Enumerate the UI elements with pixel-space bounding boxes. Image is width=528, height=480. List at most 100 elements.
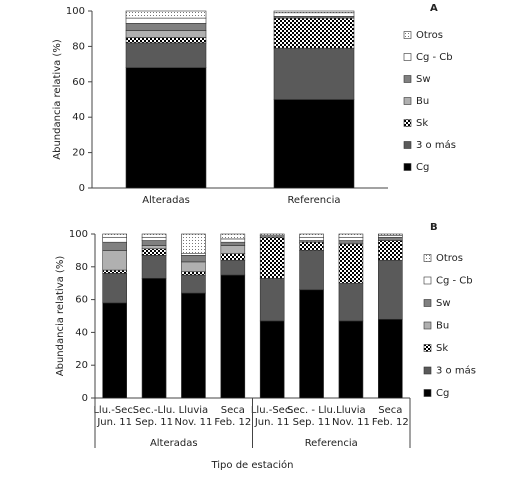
bar-segment xyxy=(102,273,127,304)
legend-label: Cg xyxy=(416,162,429,173)
bar-segment xyxy=(125,42,207,68)
x-tick-label: Feb. 12 xyxy=(214,417,251,428)
group-label: Referencia xyxy=(305,438,358,449)
y-tick-label: 20 xyxy=(72,148,85,159)
bar-segment xyxy=(273,10,355,14)
legend-label: Cg - Cb xyxy=(436,276,473,287)
y-tick-label: 0 xyxy=(82,393,88,404)
bar-segment xyxy=(125,10,207,19)
bar-segment xyxy=(181,274,206,294)
x-tick-label: Alteradas xyxy=(142,195,190,206)
bar-segment xyxy=(299,236,324,241)
bar-segment xyxy=(102,236,127,243)
bar-segment xyxy=(378,236,403,241)
bar-segment xyxy=(259,233,285,236)
bar-segment xyxy=(338,236,364,241)
bar-segment xyxy=(181,271,206,276)
bar-segment xyxy=(125,67,207,189)
legend-swatch xyxy=(403,119,412,127)
legend-swatch xyxy=(423,321,432,330)
bar-segment xyxy=(259,320,285,399)
bar-segment xyxy=(220,233,246,240)
y-tick-label: 60 xyxy=(72,77,85,88)
legend-swatch xyxy=(403,31,412,39)
bar-segment xyxy=(102,233,127,238)
bar-segment xyxy=(220,245,246,254)
bar-segment xyxy=(141,277,167,399)
x-tick-label: Sec.-Llu. xyxy=(133,405,176,416)
legend-label: Cg xyxy=(436,388,449,399)
x-tick-label: Llu.-Sec. xyxy=(93,405,136,416)
y-tick-label: 80 xyxy=(75,262,88,273)
y-axis-label: Abundancia relativa (%) xyxy=(52,39,63,160)
legend-swatch xyxy=(423,299,432,307)
panel-label: A xyxy=(430,3,438,14)
bar-segment xyxy=(102,241,127,251)
bar-segment xyxy=(259,236,285,279)
group-label: Alteradas xyxy=(150,438,198,449)
legend-swatch xyxy=(423,254,432,262)
x-tick-label: Referencia xyxy=(287,195,340,206)
bar-segment xyxy=(259,277,285,322)
legend-label: Bu xyxy=(436,321,449,332)
x-tick-label: Seca xyxy=(378,405,402,416)
bar-segment xyxy=(220,241,246,246)
bar-segment xyxy=(220,259,246,276)
bar-segment xyxy=(102,269,127,274)
x-tick-label: Sep. 11 xyxy=(135,417,173,428)
bar-segment xyxy=(125,17,207,24)
legend-label: Sk xyxy=(436,343,448,354)
bar-segment xyxy=(338,320,364,399)
bar-segment xyxy=(220,253,246,261)
bar-segment xyxy=(378,233,403,236)
legend-label: Otros xyxy=(436,253,463,264)
x-tick-label: Seca xyxy=(221,405,245,416)
bar-segment xyxy=(338,233,364,238)
bar-segment xyxy=(220,274,246,399)
x-axis-label: Tipo de estación xyxy=(210,459,293,471)
y-tick-label: 0 xyxy=(79,183,85,194)
y-tick-label: 80 xyxy=(72,41,85,52)
x-tick-label: Llu.-Sec. xyxy=(251,405,294,416)
bar-segment xyxy=(338,240,364,245)
bar-segment xyxy=(273,17,355,49)
bar-segment xyxy=(102,302,127,399)
bar-segment xyxy=(141,245,167,250)
bar-segment xyxy=(299,233,324,238)
bar-segment xyxy=(125,23,207,31)
bar-segment xyxy=(141,255,167,279)
x-tick-label: Sep. 11 xyxy=(293,417,331,428)
x-tick-label: Jun. 11 xyxy=(96,417,132,428)
bar-segment xyxy=(299,250,324,291)
bar-segment xyxy=(273,12,355,17)
y-axis-label: Abundancia relativa (%) xyxy=(55,256,66,377)
legend-swatch xyxy=(403,141,412,149)
legend-label: Sw xyxy=(416,74,431,85)
legend-swatch xyxy=(403,163,412,171)
x-tick-label: Nov. 11 xyxy=(332,417,370,428)
bar-segment xyxy=(299,289,324,399)
bar-segment xyxy=(141,236,167,241)
legend-label: 3 o más xyxy=(416,139,456,151)
x-tick-label: Jun. 11 xyxy=(254,417,290,428)
bar-segment xyxy=(338,243,364,284)
y-tick-label: 100 xyxy=(69,229,88,240)
bar-segment xyxy=(338,282,364,322)
bar-segment xyxy=(141,233,167,238)
y-tick-label: 60 xyxy=(75,295,88,306)
bar-segment xyxy=(378,318,403,399)
bar-segment xyxy=(181,292,206,399)
legend-swatch xyxy=(403,97,412,105)
legend-label: 3 o más xyxy=(436,365,476,377)
bar-segment xyxy=(220,238,246,243)
bar-segment xyxy=(102,250,127,271)
bar-segment xyxy=(181,261,206,273)
legend-label: Otros xyxy=(416,30,443,41)
legend-swatch xyxy=(403,75,412,83)
bar-segment xyxy=(125,37,207,44)
bar-segment xyxy=(273,47,355,100)
bar-segment xyxy=(378,259,403,320)
panel-label: B xyxy=(430,222,438,233)
y-tick-label: 100 xyxy=(66,6,85,17)
